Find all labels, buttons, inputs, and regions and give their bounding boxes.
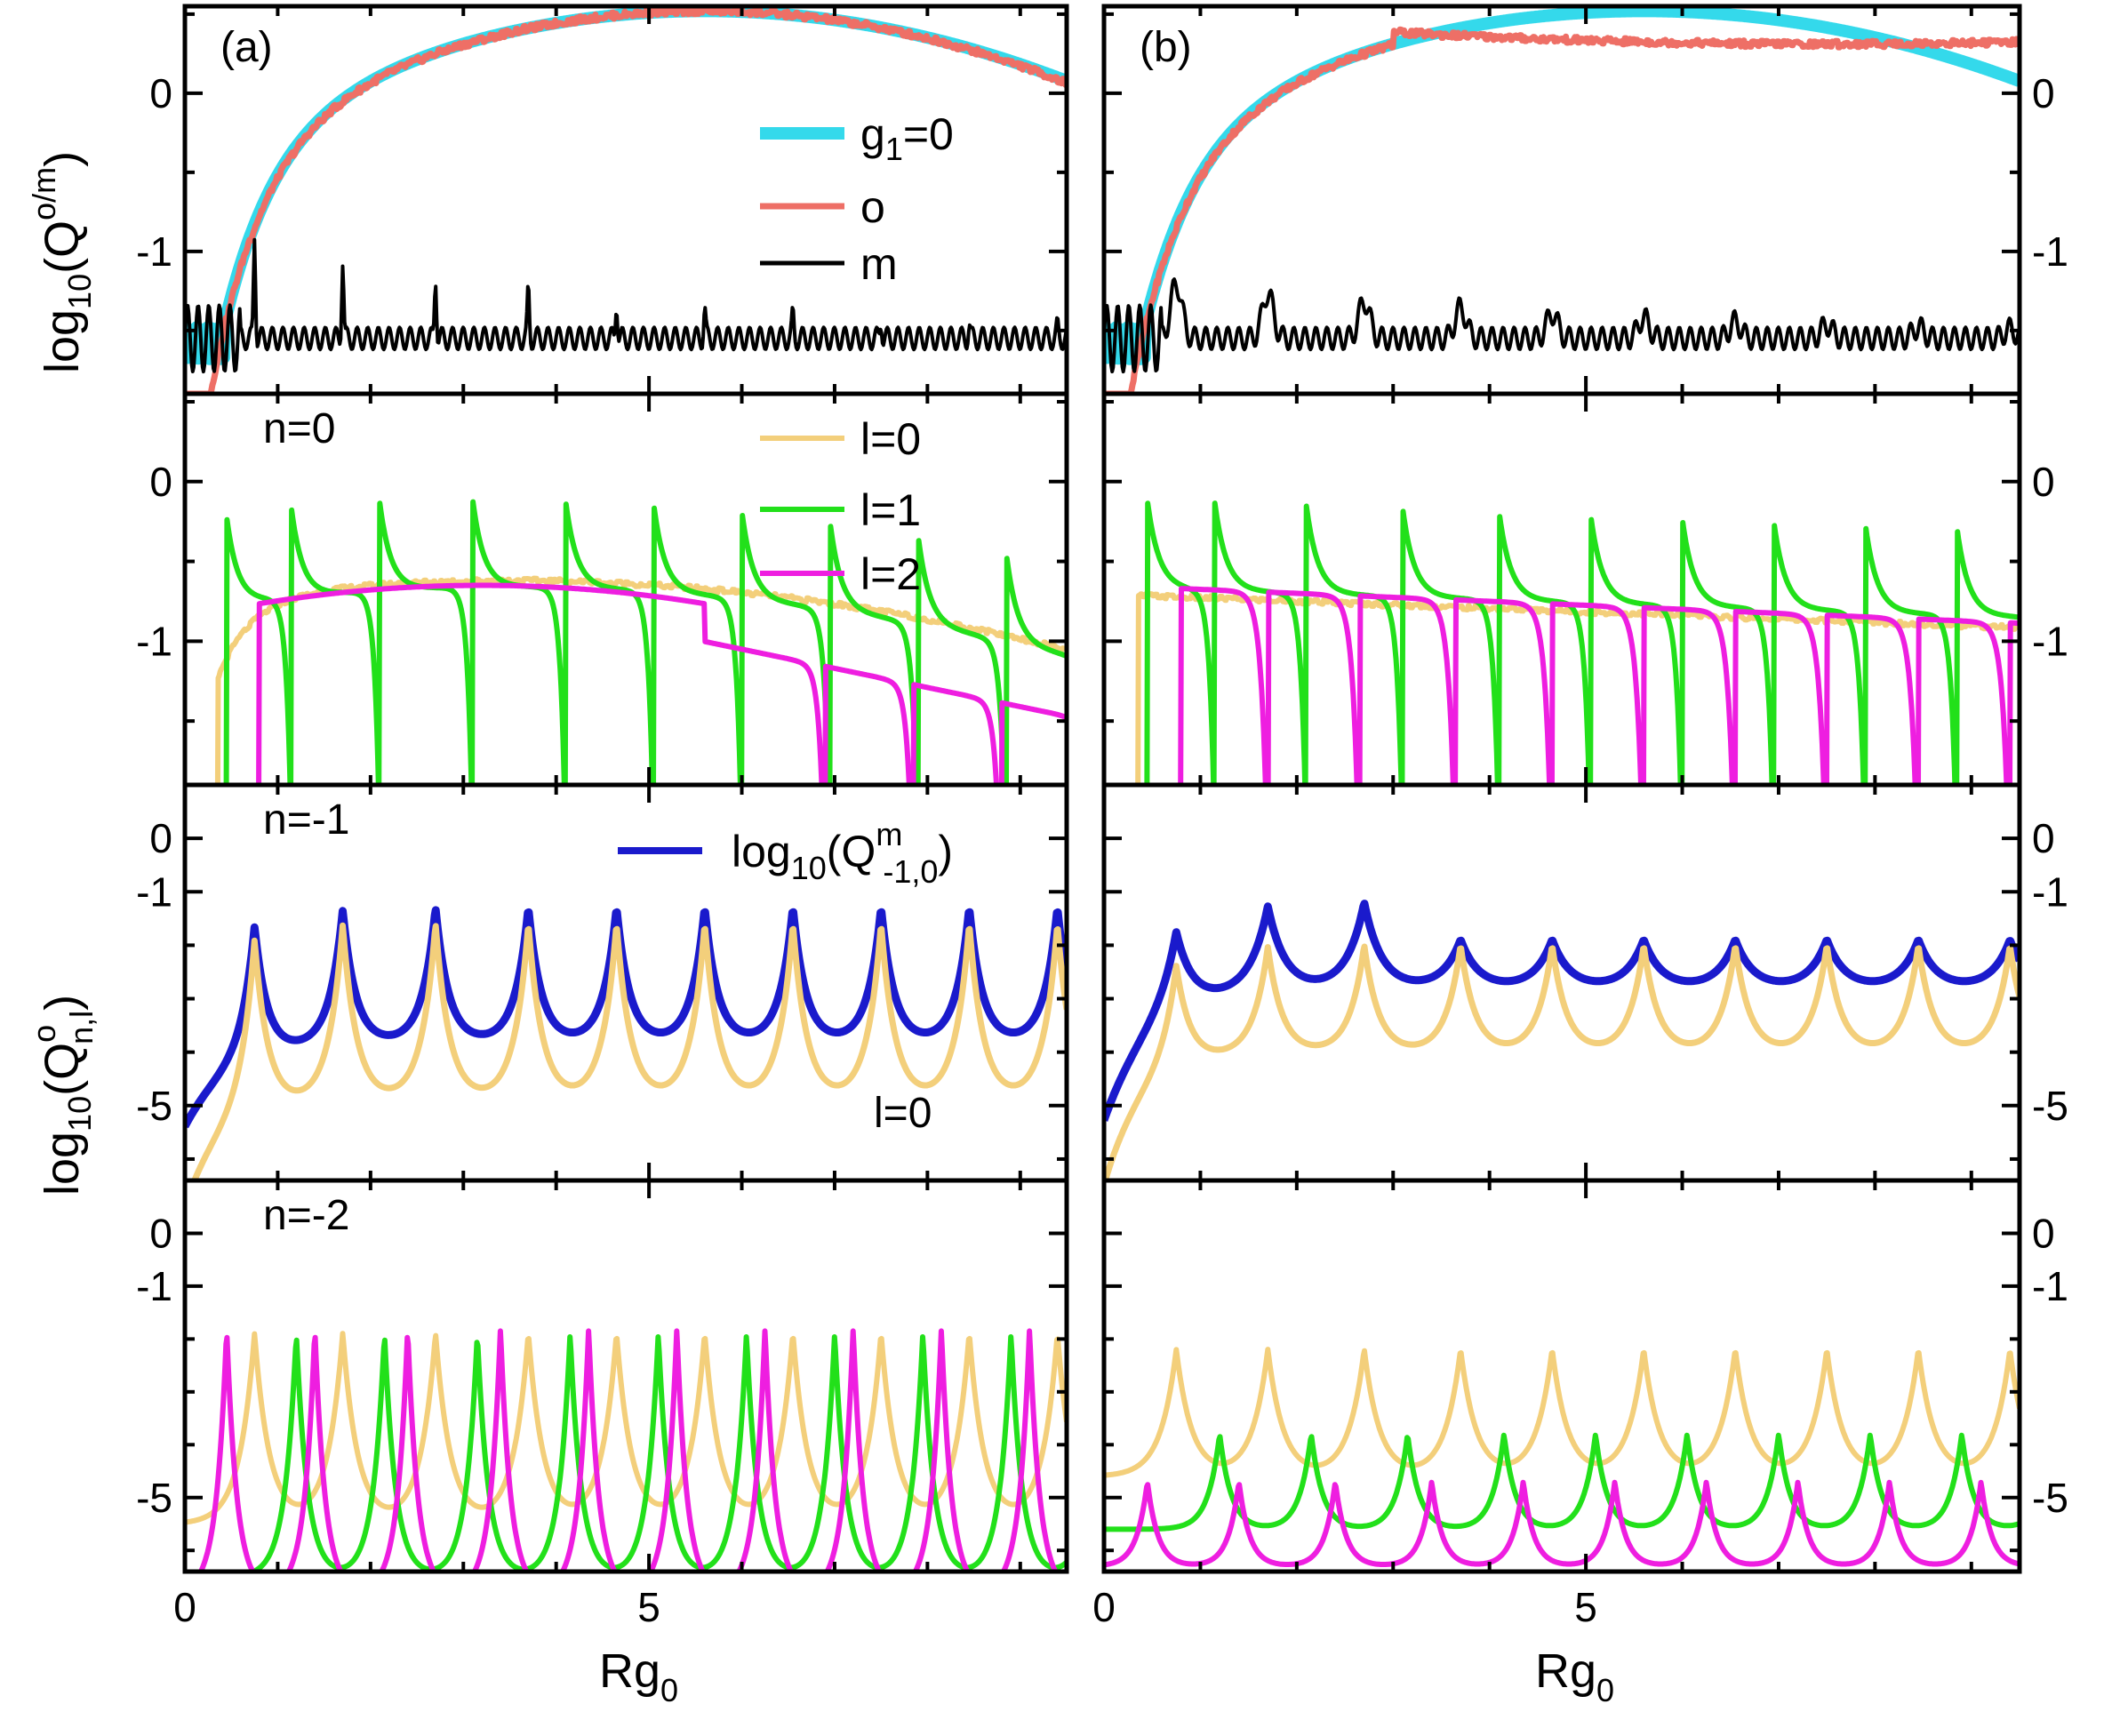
panel-row1-a: 0 -1 (a): [136, 4, 1069, 396]
panel-row2-b: 0 -1: [1101, 391, 2068, 788]
series-l0-line: [1135, 591, 2020, 785]
series-group: [1135, 500, 2020, 785]
series-l0-line: [190, 922, 1067, 1180]
series-g1-line: [185, 6, 1067, 365]
panel-frame: [182, 1178, 1069, 1574]
series-o-line: [1104, 26, 2020, 394]
y-tick-label: -5: [136, 1475, 172, 1521]
y-tick-label: 0: [149, 459, 172, 505]
series-l2-line: [1104, 1479, 2020, 1568]
legend-o-label: o: [860, 182, 885, 232]
legend-m-label: m: [860, 239, 898, 289]
y-tick-label: -1: [2032, 618, 2068, 664]
y-tick-label: 0: [149, 70, 172, 116]
y-axis-label-bottom: log10(Qon,l): [26, 995, 100, 1196]
y-tick-label: -1: [136, 1263, 172, 1309]
legend-l1-label: l=1: [860, 485, 921, 535]
legend-qm-label: log10(Qm -1,0): [732, 816, 953, 890]
panel-row3-b: 0 -1 -5: [1101, 782, 2068, 1183]
x-tick-label: 0: [1092, 1584, 1116, 1630]
series-l0-line: [1104, 1347, 2020, 1478]
y-tick-label: -1: [136, 618, 172, 664]
series-group: [1104, 900, 2020, 1180]
panel-note: n=-2: [263, 1192, 349, 1239]
series-qm-line: [185, 906, 1067, 1129]
series-group: [1104, 6, 2020, 394]
x-axis-label: Rg0: [599, 1644, 678, 1708]
series-group: [185, 1328, 1067, 1572]
y-tick-label: 0: [2032, 1210, 2055, 1256]
y-tick-label: 0: [149, 815, 172, 861]
series-l2-line: [256, 582, 1067, 785]
series-m-line: [185, 237, 1067, 374]
series-g1-line: [1104, 6, 2020, 365]
y-tick-label: -5: [2032, 1083, 2068, 1129]
panel-note-l: l=0: [874, 1090, 932, 1137]
x-tick-label: 5: [1574, 1584, 1597, 1630]
series-group: [214, 499, 1067, 785]
y-tick-label: -1: [2032, 1263, 2068, 1309]
column-label: (b): [1140, 24, 1192, 71]
series-l1-line: [1144, 500, 2020, 785]
labels-group: Rg0 Rg0 g1=0 om l=0 l=1 l=2 log10(Qm -1,0) log10(…: [26, 109, 1614, 1708]
series-l0-line: [1104, 943, 2020, 1180]
column-label: (a): [220, 24, 273, 71]
panel-row1-b: 0 -1 (b): [1101, 4, 2068, 396]
y-tick-label: 0: [2032, 459, 2055, 505]
panels-group: 0 -1 (a) 0 -1 (b) 0 -1 n=0 0 -1 0 -1 -5 n=-1 l=0 0 -1 -5 0 -…: [136, 4, 2068, 1630]
panel-row4-b: 0 -1 -5 0 5: [1092, 1178, 2068, 1630]
y-tick-label: -1: [2032, 868, 2068, 915]
legend-l0-label: l=0: [860, 414, 921, 464]
y-tick-label: -1: [136, 868, 172, 915]
y-tick-label: -1: [2032, 228, 2068, 275]
series-l0-line: [185, 1331, 1067, 1525]
series-l2-line: [197, 1328, 1059, 1572]
y-tick-label: 0: [2032, 70, 2055, 116]
y-axis-label-top: log10(Qo/m): [26, 151, 98, 373]
series-group: [185, 6, 1067, 394]
x-tick-label: 0: [173, 1584, 196, 1630]
panel-row3-a: 0 -1 -5 n=-1 l=0: [136, 782, 1069, 1183]
series-m-line: [1104, 277, 2020, 374]
y-tick-label: -5: [2032, 1475, 2068, 1521]
series-o-line: [185, 6, 1067, 394]
panel-note: n=-1: [263, 796, 349, 844]
y-tick-label: 0: [149, 1210, 172, 1256]
x-tick-label: 5: [637, 1584, 660, 1630]
y-tick-label: -1: [136, 228, 172, 275]
legend-l2-label: l=2: [860, 549, 921, 599]
y-tick-label: -5: [136, 1083, 172, 1129]
panel-row2-a: 0 -1 n=0: [136, 391, 1069, 788]
legend-g1-label: g1=0: [860, 109, 954, 167]
panel-note: n=0: [263, 405, 335, 452]
panel-frame: [1101, 1178, 2022, 1574]
series-l2-line: [1178, 586, 2020, 785]
series-l1-line: [245, 1334, 1067, 1572]
series-l1-line: [1104, 1432, 2020, 1532]
y-tick-label: 0: [2032, 815, 2055, 861]
series-group: [1104, 1347, 2020, 1568]
series-group: [185, 906, 1067, 1180]
x-axis-label: Rg0: [1535, 1644, 1614, 1708]
panel-row4-a: 0 -1 -5 0 5 n=-2: [136, 1178, 1069, 1630]
series-qm-line: [1104, 900, 2020, 1122]
